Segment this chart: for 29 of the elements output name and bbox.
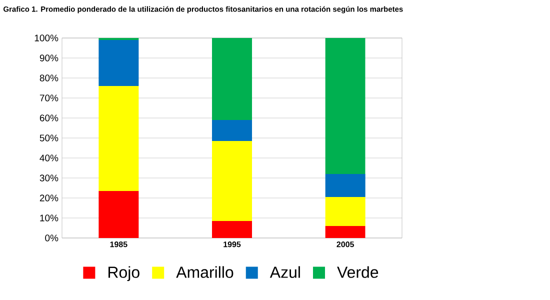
y-tick-label: 0% <box>45 234 58 242</box>
y-tick-label: 50% <box>40 134 58 142</box>
bar <box>325 196 366 226</box>
y-tick-label: 80% <box>40 74 58 82</box>
bar <box>98 40 139 86</box>
legend-label: Azul <box>270 266 300 278</box>
legend-label: Verde <box>337 266 378 278</box>
legend-label: Rojo <box>108 266 140 282</box>
y-tick-label: 40% <box>40 154 58 162</box>
legend-label: Amarillo <box>176 266 234 278</box>
bar <box>325 226 366 238</box>
x-tick-label: 2005 <box>336 242 354 248</box>
x-tick-label: 1995 <box>224 242 241 248</box>
bar <box>212 120 252 141</box>
y-tick-label: 90% <box>40 54 58 62</box>
y-tick-label: 70% <box>40 94 58 102</box>
bar <box>325 38 366 174</box>
y-tick-label: 60% <box>40 114 58 122</box>
x-tick-label: 1985 <box>110 242 128 248</box>
bar <box>212 220 252 238</box>
bar <box>212 38 252 120</box>
bar <box>325 174 366 197</box>
y-tick-label: 20% <box>40 194 58 202</box>
bar <box>212 140 252 221</box>
bar <box>98 86 139 191</box>
y-tick-label: 100% <box>34 34 58 42</box>
y-tick-label: 10% <box>40 214 58 222</box>
y-tick-label: 30% <box>40 174 58 182</box>
bar <box>98 190 139 238</box>
